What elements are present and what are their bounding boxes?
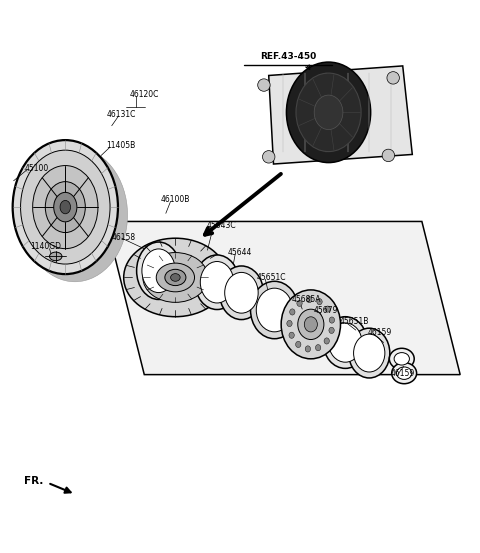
Ellipse shape <box>387 72 399 84</box>
Ellipse shape <box>170 274 180 281</box>
Ellipse shape <box>297 300 302 306</box>
Ellipse shape <box>54 192 77 222</box>
Ellipse shape <box>289 309 295 315</box>
Text: 46159: 46159 <box>368 328 392 337</box>
Ellipse shape <box>329 323 362 362</box>
Ellipse shape <box>137 242 180 300</box>
Ellipse shape <box>17 144 123 278</box>
Ellipse shape <box>49 252 62 260</box>
Ellipse shape <box>142 249 175 293</box>
Ellipse shape <box>156 263 194 292</box>
Ellipse shape <box>317 299 322 305</box>
Text: 46131C: 46131C <box>107 110 136 119</box>
Ellipse shape <box>12 140 118 274</box>
Ellipse shape <box>348 328 390 378</box>
Ellipse shape <box>20 146 125 280</box>
Ellipse shape <box>21 150 110 264</box>
Text: 46158: 46158 <box>112 233 136 242</box>
Ellipse shape <box>219 266 264 320</box>
Text: 45651B: 45651B <box>339 317 369 326</box>
Ellipse shape <box>281 290 340 359</box>
Text: 45644: 45644 <box>228 248 252 257</box>
Ellipse shape <box>287 320 292 327</box>
Polygon shape <box>269 66 412 164</box>
Ellipse shape <box>314 95 343 129</box>
Polygon shape <box>106 221 460 374</box>
Ellipse shape <box>289 332 294 338</box>
Text: 11405B: 11405B <box>107 142 136 150</box>
Ellipse shape <box>165 269 186 285</box>
Ellipse shape <box>382 149 395 161</box>
Ellipse shape <box>325 306 330 312</box>
Text: 45685A: 45685A <box>291 295 321 304</box>
Text: 45643C: 45643C <box>207 221 237 230</box>
Ellipse shape <box>324 338 329 344</box>
Ellipse shape <box>329 327 334 333</box>
Ellipse shape <box>225 273 258 313</box>
Text: 46120C: 46120C <box>130 90 159 99</box>
Ellipse shape <box>200 262 234 303</box>
Text: 1140GD: 1140GD <box>31 242 61 251</box>
Text: 45679: 45679 <box>314 306 338 315</box>
Ellipse shape <box>304 317 317 332</box>
Text: 46100B: 46100B <box>161 195 190 205</box>
Ellipse shape <box>394 353 409 365</box>
Ellipse shape <box>323 317 367 368</box>
Ellipse shape <box>389 348 414 369</box>
Text: FR.: FR. <box>24 476 43 486</box>
Ellipse shape <box>307 296 312 302</box>
Ellipse shape <box>251 281 299 339</box>
Ellipse shape <box>15 142 120 276</box>
Text: REF.43-450: REF.43-450 <box>260 52 316 61</box>
Ellipse shape <box>329 317 335 323</box>
Ellipse shape <box>287 62 371 163</box>
Ellipse shape <box>33 165 98 249</box>
Ellipse shape <box>124 238 227 317</box>
Ellipse shape <box>296 341 301 347</box>
Text: 45651C: 45651C <box>256 273 286 282</box>
Text: 45100: 45100 <box>24 164 48 173</box>
Ellipse shape <box>256 288 293 332</box>
Ellipse shape <box>392 363 417 384</box>
Ellipse shape <box>298 309 324 340</box>
Ellipse shape <box>305 346 311 352</box>
Ellipse shape <box>22 148 128 282</box>
Ellipse shape <box>354 334 385 372</box>
Ellipse shape <box>315 345 321 351</box>
Text: 46159: 46159 <box>391 369 415 378</box>
Ellipse shape <box>45 181 85 233</box>
Ellipse shape <box>143 253 208 302</box>
Ellipse shape <box>258 79 270 91</box>
Ellipse shape <box>296 73 361 152</box>
Ellipse shape <box>195 255 239 310</box>
Ellipse shape <box>396 367 412 379</box>
Ellipse shape <box>60 200 71 214</box>
Ellipse shape <box>263 150 275 163</box>
